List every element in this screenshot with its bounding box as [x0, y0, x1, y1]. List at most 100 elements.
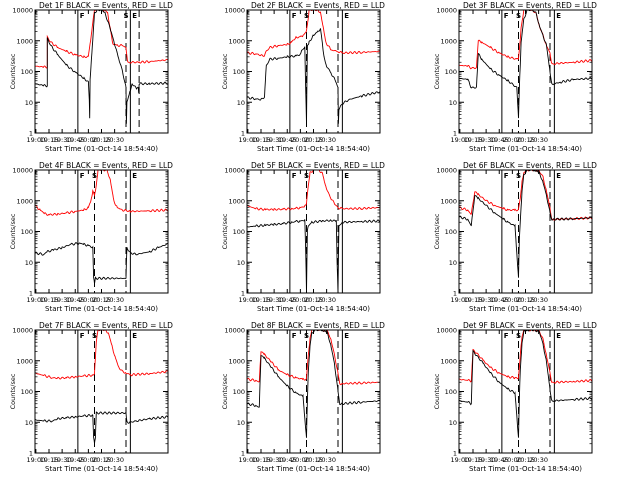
lld-series: [459, 10, 592, 70]
panel-title: Det 5F BLACK = Events, RED = LLD: [251, 161, 385, 170]
y-tick-label: 100: [233, 68, 245, 76]
marker-label-f: F: [80, 12, 85, 20]
x-tick-label: 20:30: [105, 136, 124, 144]
y-tick-label: 1000: [228, 197, 245, 205]
x-tick-label: 19:15: [464, 136, 483, 144]
y-tick-label: 1000: [16, 357, 33, 365]
x-axis-label: Start Time (01-Oct-14 18:54:40): [45, 145, 158, 153]
marker-label-e: E: [556, 172, 561, 180]
x-tick-label: 19:45: [278, 136, 297, 144]
x-tick-label: 20:15: [92, 296, 111, 304]
lld-series: [459, 170, 592, 221]
x-tick-label: 20:00: [79, 136, 98, 144]
y-tick-label: 1: [453, 130, 457, 138]
marker-label-s: S: [304, 172, 309, 180]
events-series: [459, 170, 592, 278]
marker-label-f: F: [504, 12, 509, 20]
y-tick-label: 100: [21, 228, 33, 236]
x-axis-label: Start Time (01-Oct-14 18:54:40): [257, 465, 370, 473]
x-tick-label: 19:00: [451, 136, 470, 144]
x-tick-label: 19:45: [66, 136, 85, 144]
marker-label-e: E: [132, 12, 137, 20]
detector-panel-6: Det 6F BLACK = Events, RED = LLD 1 10 100 10…: [433, 161, 597, 313]
detector-panel-7: Det 7F BLACK = Events, RED = LLD 1 10 100 10…: [9, 321, 173, 473]
y-tick-label: 100: [21, 388, 33, 396]
marker-label-f: F: [504, 172, 509, 180]
plot-area: [35, 10, 168, 133]
x-tick-label: 20:15: [516, 456, 535, 464]
lld-series: [247, 10, 380, 57]
x-tick-label: 19:15: [40, 136, 59, 144]
x-tick-label: 20:00: [79, 296, 98, 304]
y-tick-label: 100: [445, 228, 457, 236]
x-tick-label: 19:15: [252, 136, 271, 144]
y-tick-label: 10000: [436, 7, 457, 15]
x-tick-label: 19:45: [490, 136, 509, 144]
x-tick-label: 20:30: [105, 296, 124, 304]
x-tick-label: 20:15: [304, 296, 323, 304]
x-tick-label: 19:45: [66, 456, 85, 464]
x-tick-label: 20:15: [92, 456, 111, 464]
y-tick-label: 100: [21, 68, 33, 76]
x-tick-label: 20:15: [92, 136, 111, 144]
marker-label-f: F: [292, 332, 297, 340]
x-tick-label: 20:15: [516, 136, 535, 144]
lld-series: [247, 330, 380, 386]
plot-area: [459, 170, 592, 293]
y-tick-label: 10: [237, 419, 245, 427]
plot-area: [247, 330, 380, 453]
y-axis-label: Counts/sec: [9, 213, 17, 249]
detector-panel-9: Det 9F BLACK = Events, RED = LLD 1 10 100 10…: [433, 321, 597, 473]
y-tick-label: 10000: [436, 327, 457, 335]
y-tick-label: 10000: [224, 167, 245, 175]
y-axis-label: Counts/sec: [221, 373, 229, 409]
y-tick-label: 1: [453, 290, 457, 298]
lld-series: [35, 170, 168, 216]
plot-frame: [458, 329, 593, 454]
y-axis-label: Counts/sec: [9, 53, 17, 89]
x-tick-label: 19:30: [53, 456, 72, 464]
y-tick-label: 10: [449, 99, 457, 107]
x-tick-label: 20:15: [304, 136, 323, 144]
x-tick-label: 20:30: [317, 456, 336, 464]
marker-label-e: E: [344, 172, 349, 180]
marker-label-f: F: [504, 332, 509, 340]
plot-frame: [458, 169, 593, 294]
y-tick-label: 10: [237, 259, 245, 267]
x-tick-label: 19:00: [239, 456, 258, 464]
y-tick-label: 10: [25, 259, 33, 267]
panel-title: Det 3F BLACK = Events, RED = LLD: [463, 1, 597, 10]
marker-label-s: S: [92, 332, 97, 340]
panel-title: Det 7F BLACK = Events, RED = LLD: [39, 321, 173, 330]
x-tick-label: 19:15: [464, 296, 483, 304]
x-tick-label: 20:00: [503, 136, 522, 144]
y-tick-label: 10000: [12, 7, 33, 15]
x-axis-label: Start Time (01-Oct-14 18:54:40): [45, 305, 158, 313]
marker-label-s: S: [516, 332, 521, 340]
plot-frame: [34, 329, 169, 454]
y-tick-label: 10: [237, 99, 245, 107]
events-series: [35, 411, 168, 444]
y-tick-label: 1: [241, 290, 245, 298]
marker-label-s: S: [516, 172, 521, 180]
x-tick-label: 20:15: [304, 456, 323, 464]
events-series: [35, 242, 168, 284]
plot-frame: [34, 169, 169, 294]
x-tick-label: 19:00: [451, 456, 470, 464]
y-tick-label: 10000: [224, 7, 245, 15]
detector-panel-8: Det 8F BLACK = Events, RED = LLD 1 10 100 10…: [221, 321, 385, 473]
x-tick-label: 20:15: [516, 296, 535, 304]
x-tick-label: 20:30: [529, 456, 548, 464]
x-tick-label: 19:45: [278, 296, 297, 304]
x-tick-label: 19:15: [252, 296, 271, 304]
plot-frame: [246, 9, 381, 134]
x-tick-label: 19:30: [53, 296, 72, 304]
plot-frame: [458, 9, 593, 134]
detector-panel-3: Det 3F BLACK = Events, RED = LLD 1 10 100 10…: [433, 1, 597, 153]
marker-label-e: E: [556, 332, 561, 340]
marker-label-e: E: [132, 332, 137, 340]
detector-panel-2: Det 2F BLACK = Events, RED = LLD 1 10 100 10…: [221, 1, 385, 153]
detector-panel-1: Det 1F BLACK = Events, RED = LLD 1 10 100 10…: [9, 1, 173, 153]
events-series: [459, 10, 592, 119]
